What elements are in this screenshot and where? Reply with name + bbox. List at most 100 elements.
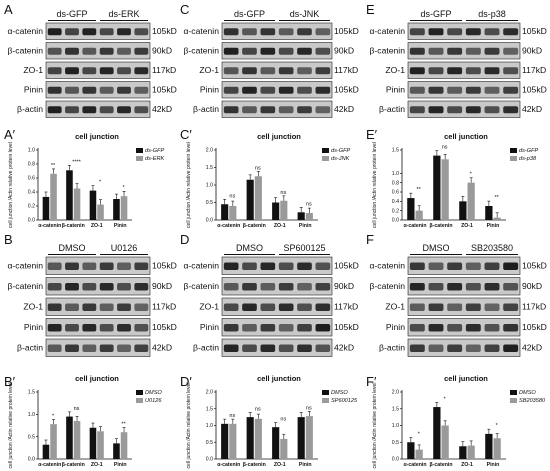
blot-band bbox=[65, 283, 79, 291]
blot-band bbox=[503, 303, 519, 311]
blot-row-label: β-catenin bbox=[7, 281, 43, 291]
group-label: U0126 bbox=[111, 243, 138, 253]
blot-strip bbox=[221, 81, 333, 99]
bar-chart-b-prime: cell junction cell junction /Actin relati… bbox=[8, 374, 162, 468]
molecular-weight-label: 90kD bbox=[334, 46, 354, 56]
blot-band bbox=[223, 303, 239, 311]
molecular-weight-label: 90kD bbox=[334, 281, 354, 291]
molecular-weight-label: 42kD bbox=[522, 104, 542, 114]
bar bbox=[305, 213, 313, 220]
legend-swatch bbox=[322, 398, 329, 403]
y-tick-label: 2.0 bbox=[206, 390, 213, 396]
blot-strip bbox=[407, 338, 521, 357]
blot-strip bbox=[45, 22, 151, 40]
blot-band bbox=[82, 303, 97, 311]
blot-band bbox=[503, 67, 519, 75]
molecular-weight-label: 105kD bbox=[522, 85, 547, 95]
blot-band bbox=[297, 324, 312, 332]
blot-band bbox=[47, 67, 62, 75]
blot-band bbox=[82, 28, 97, 36]
blot-band bbox=[65, 86, 79, 94]
bar bbox=[407, 442, 415, 459]
x-tick-label: ZO-1 bbox=[274, 223, 286, 229]
y-axis-label: cell junction /Actin relative protein le… bbox=[8, 142, 14, 228]
bar-chart-d-prime: cell junction cell junction /Actin relati… bbox=[186, 374, 358, 468]
panel-letter-f-prime: F′ bbox=[366, 374, 377, 389]
blot-band bbox=[82, 344, 97, 352]
blot-band bbox=[447, 106, 463, 114]
blot-row-label: Pinin bbox=[386, 85, 405, 95]
blot-strip bbox=[221, 318, 333, 337]
bar bbox=[280, 200, 288, 220]
significance-annotation: * bbox=[444, 396, 447, 402]
x-tick-label: Pinin bbox=[299, 462, 312, 468]
x-tick-label: ZO-1 bbox=[461, 462, 473, 468]
blot-band bbox=[297, 67, 312, 75]
y-axis-label: cell junction /Actin relative protein le… bbox=[372, 142, 378, 228]
chart-title: cell junction bbox=[75, 374, 119, 383]
blot-band bbox=[297, 344, 312, 352]
molecular-weight-label: 117kD bbox=[334, 65, 358, 75]
bar bbox=[73, 188, 81, 220]
molecular-weight-label: 90kD bbox=[152, 46, 172, 56]
blot-band bbox=[47, 106, 62, 114]
blot-band bbox=[447, 283, 463, 291]
blot-band bbox=[47, 86, 62, 94]
bar bbox=[229, 206, 237, 220]
molecular-weight-label: 42kD bbox=[522, 343, 542, 353]
blot-band bbox=[484, 106, 500, 114]
blot-band bbox=[447, 86, 463, 94]
blot-band bbox=[428, 262, 444, 270]
blot-band bbox=[223, 47, 239, 55]
group-label: DMSO bbox=[236, 243, 263, 253]
y-tick-label: 0.4 bbox=[28, 190, 35, 196]
y-tick-label: 1.5 bbox=[392, 406, 399, 412]
blot-band bbox=[297, 106, 312, 114]
significance-annotation: ns bbox=[229, 193, 235, 199]
blot-strip bbox=[221, 100, 333, 118]
blot-band bbox=[65, 324, 79, 332]
blot-band bbox=[409, 106, 425, 114]
group-label: DMSO bbox=[423, 243, 450, 253]
significance-annotation: ** bbox=[416, 187, 421, 193]
blot-row-label: β-catenin bbox=[369, 281, 405, 291]
blot-strip bbox=[407, 256, 521, 275]
blot-band bbox=[428, 324, 444, 332]
bar bbox=[485, 206, 493, 220]
significance-annotation: ns bbox=[306, 201, 312, 207]
blot-band bbox=[82, 106, 97, 114]
y-tick-label: 1.5 bbox=[206, 165, 213, 171]
x-tick-label: Pinin bbox=[114, 462, 127, 468]
molecular-weight-label: 42kD bbox=[334, 104, 354, 114]
molecular-weight-label: 117kD bbox=[152, 65, 176, 75]
molecular-weight-label: 105kD bbox=[334, 322, 359, 332]
blot-row-label: β-actin bbox=[379, 104, 405, 114]
y-tick-label: 0.0 bbox=[392, 218, 399, 224]
blot-band bbox=[260, 67, 276, 75]
blot-band bbox=[242, 344, 257, 352]
significance-annotation: ns bbox=[306, 405, 312, 411]
blot-band bbox=[465, 47, 481, 55]
blot-row-label: β-catenin bbox=[369, 46, 405, 56]
blot-panel-f: DMSO SB203580 α-catenin 105kD β-catenin 90kD Z… bbox=[369, 243, 547, 357]
blot-band bbox=[484, 324, 500, 332]
panel-letter-e: E bbox=[366, 2, 375, 17]
blot-row-label: ZO-1 bbox=[199, 302, 219, 312]
blot-band bbox=[297, 283, 312, 291]
blot-band bbox=[465, 262, 481, 270]
blot-strip bbox=[407, 22, 521, 40]
blot-row-label: β-catenin bbox=[183, 46, 219, 56]
blot-row-label: α-catenin bbox=[183, 261, 219, 271]
blot-row-label: α-catenin bbox=[369, 26, 405, 36]
legend-label: DMSO bbox=[331, 390, 348, 396]
blot-row-label: β-actin bbox=[17, 104, 43, 114]
x-tick-label: Pinin bbox=[487, 462, 500, 468]
bar bbox=[246, 417, 254, 459]
legend-label: ds-JNK bbox=[331, 156, 350, 162]
bar bbox=[433, 155, 441, 220]
blot-row-label: α-catenin bbox=[7, 261, 43, 271]
blot-band bbox=[99, 28, 114, 36]
molecular-weight-label: 117kD bbox=[522, 65, 546, 75]
blot-row-label: Pinin bbox=[24, 85, 43, 95]
y-tick-label: 0.8 bbox=[392, 180, 399, 186]
